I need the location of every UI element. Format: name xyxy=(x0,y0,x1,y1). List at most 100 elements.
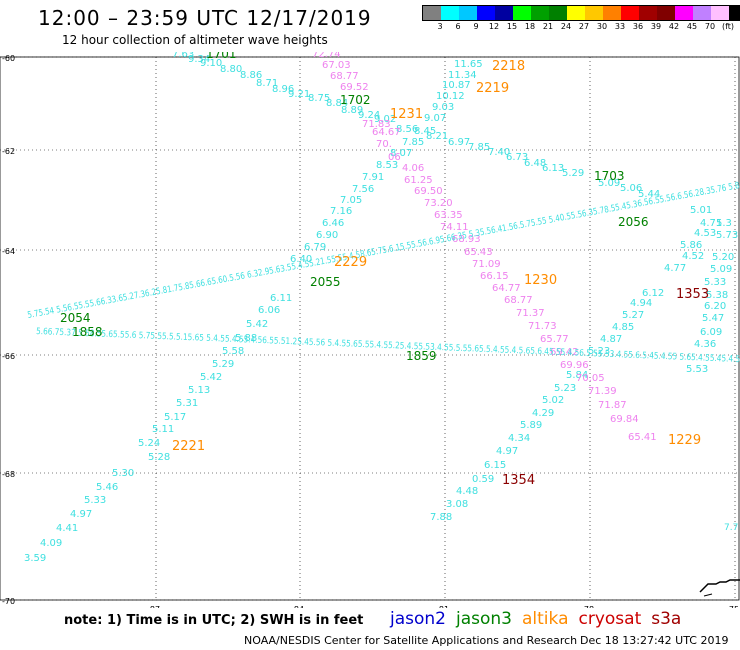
longitude-tick-label: -75 xyxy=(726,605,739,608)
wave-height-value: 5.20 xyxy=(712,252,734,263)
wave-height-value: 6.90 xyxy=(316,230,338,241)
satellite-legend-jason3: jason3 xyxy=(456,609,512,629)
wave-height-value: 9.03 xyxy=(432,102,454,113)
scale-swatch xyxy=(477,6,495,20)
wave-height-value: 4.36 xyxy=(694,339,716,350)
scale-swatch xyxy=(657,6,675,20)
wave-height-value: 8.86 xyxy=(240,70,262,81)
scale-label: 30 xyxy=(596,22,608,31)
wave-height-value: 5.01 xyxy=(690,205,712,216)
wave-height-value: 67.03 xyxy=(322,60,351,71)
wave-height-value: 10.12 xyxy=(436,91,465,102)
wave-height-value: 68.93 xyxy=(452,234,481,245)
scale-swatch xyxy=(675,6,693,20)
wave-height-value: 65.43 xyxy=(464,247,493,258)
scale-label: 39 xyxy=(650,22,662,31)
wave-height-value: 64.67 xyxy=(372,127,401,138)
scale-label: 33 xyxy=(614,22,626,31)
wave-height-value: 7.56 xyxy=(352,184,374,195)
wave-height-value: 3.59 xyxy=(24,553,46,564)
wave-height-value: 71.37 xyxy=(516,308,545,319)
wave-height-value: 8.80 xyxy=(220,64,242,75)
wave-height-value: 4.41 xyxy=(56,523,78,534)
scale-swatch xyxy=(423,6,441,20)
wave-height-value: 9.24 xyxy=(358,110,380,121)
wave-height-value: 4.85 xyxy=(612,322,634,333)
partial-value-label: 7.7 xyxy=(724,523,738,533)
wave-height-value: 5.29 xyxy=(562,168,584,179)
scale-label: 45 xyxy=(686,22,698,31)
wave-height-value: 6.06 xyxy=(258,305,280,316)
pass-time-label: 1354 xyxy=(502,473,535,488)
pass-time-label: 1859 xyxy=(406,349,437,363)
scale-swatch xyxy=(513,6,531,20)
wave-height-value: 7.85 xyxy=(468,142,490,153)
wave-height-value: 5.27 xyxy=(622,310,644,321)
scale-swatch xyxy=(585,6,603,20)
wave-height-value: 69.96 xyxy=(560,360,589,371)
wave-height-value: 6.09 xyxy=(700,327,722,338)
wave-height-value: 5.84 xyxy=(566,370,588,381)
credit-line: NOAA/NESDIS Center for Satellite Applica… xyxy=(244,634,578,647)
wave-height-value: 8.71 xyxy=(256,78,278,89)
wave-height-value: 7.85 xyxy=(402,137,424,148)
scale-label: 3 xyxy=(437,22,443,31)
scale-swatch xyxy=(567,6,585,20)
wave-height-band: 5.66.75.37 5.58.55.65.55.6 5.75.55.5.5.1… xyxy=(36,327,740,365)
wave-height-value: 5.58 xyxy=(222,346,244,357)
map-frame xyxy=(0,56,740,601)
wave-height-value: 9.21 xyxy=(288,89,310,100)
wave-height-value: 69.42 xyxy=(550,347,579,358)
wave-height-value: 8.53 xyxy=(376,160,398,171)
wave-height-value: 4.34 xyxy=(508,433,530,444)
wave-height-value: 8.96 xyxy=(272,84,294,95)
wave-height-value: 9.07 xyxy=(424,113,446,124)
wave-height-value: 71.87 xyxy=(598,400,627,411)
wave-height-value: 71.39 xyxy=(588,386,617,397)
wave-height-value: 5.11 xyxy=(152,424,174,435)
scale-label: (ft) xyxy=(721,22,735,31)
scale-label: 15 xyxy=(506,22,518,31)
wave-height-value: 69.50 xyxy=(414,186,443,197)
wave-height-value: 5.30 xyxy=(112,468,134,479)
scale-swatch xyxy=(621,6,639,20)
scale-label: 18 xyxy=(524,22,536,31)
wave-height-value: 6.40 xyxy=(290,254,312,265)
wave-height-value: 5.23 xyxy=(588,346,610,357)
wave-height-value: 4.48 xyxy=(456,486,478,497)
wave-height-value: 5.89 xyxy=(520,420,542,431)
latitude-tick-label: -60 xyxy=(2,54,15,63)
wave-height-value: 4.94 xyxy=(630,298,652,309)
wave-height-value: 6.48 xyxy=(524,158,546,169)
scale-label: 6 xyxy=(455,22,461,31)
wave-height-value: 8.21 xyxy=(426,131,448,142)
wave-height-value: 69.84 xyxy=(610,414,639,425)
latitude-tick-label: -62 xyxy=(2,147,15,156)
wave-height-value: 8.07 xyxy=(390,148,412,159)
scale-swatch xyxy=(531,6,549,20)
wave-height-value: 5.42 xyxy=(246,319,268,330)
wave-height-value: 9.34 xyxy=(188,54,210,65)
wave-height-value: 4.53 xyxy=(694,228,716,239)
latitude-tick-label: -66 xyxy=(2,352,15,361)
longitude-tick-label: -84 xyxy=(291,605,304,608)
longitude-tick-label: -87 xyxy=(147,605,160,608)
wave-height-value: 9.10 xyxy=(200,58,222,69)
pass-time-label: 1229 xyxy=(668,433,701,448)
wave-height-value: 61.25 xyxy=(404,175,433,186)
wave-height-value: 5.33 xyxy=(704,277,726,288)
wave-height-bands: 5.75.54 5.56.55.55.66.33.65.27.36.25.81.… xyxy=(27,181,740,365)
wave-height-value: 7.40 xyxy=(488,147,510,158)
wave-height-value: 4.87 xyxy=(600,334,622,345)
wave-height-value: 72.74 xyxy=(312,52,341,60)
scale-swatch xyxy=(441,6,459,20)
scale-swatch xyxy=(729,6,740,20)
pass-time-label: 2055 xyxy=(310,275,341,289)
wave-height-value: 6.15 xyxy=(484,460,506,471)
scale-swatch xyxy=(459,6,477,20)
wave-height-value: 71.73 xyxy=(528,321,557,332)
scale-swatch xyxy=(603,6,621,20)
wave-height-value: 5.17 xyxy=(164,412,186,423)
wave-height-value: 4.29 xyxy=(532,408,554,419)
wave-height-value: 4.97 xyxy=(70,509,92,520)
